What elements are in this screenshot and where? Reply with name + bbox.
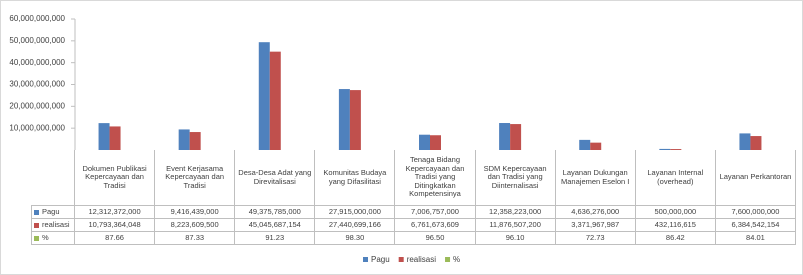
table-value: 8,223,609,500 (155, 219, 236, 232)
bar (590, 142, 602, 150)
legend-swatch (34, 209, 39, 215)
legend-swatch (363, 257, 368, 262)
y-tick-label: 60,000,000,000 (9, 14, 65, 23)
row-header-label: % (42, 232, 49, 242)
row-header-label: Pagu (42, 206, 60, 216)
table-value: 27,440,699,166 (315, 219, 396, 232)
category-label: Dokumen Publikasi Kepercayaan dan Tradis… (75, 150, 156, 206)
bar (579, 139, 591, 150)
legend-label: Pagu (371, 255, 390, 264)
row-header: % (31, 232, 75, 245)
bar (178, 129, 190, 150)
bar (510, 124, 522, 150)
y-tick-label: 30,000,000,000 (9, 80, 65, 89)
y-tick-label: 10,000,000,000 (9, 123, 65, 132)
table-value: 7,600,000,000 (715, 206, 796, 219)
table-value: 500,000,000 (635, 206, 716, 219)
table-value: 87.66 (75, 232, 156, 245)
row-header: realisasi (31, 219, 75, 232)
bar (269, 51, 281, 150)
legend-label: realisasi (407, 255, 437, 264)
bar (258, 42, 270, 151)
legend-swatch (445, 257, 451, 262)
category-label: Layanan Perkantoran (715, 150, 796, 206)
y-tick-label: 50,000,000,000 (9, 36, 65, 45)
table-value: 11,876,507,200 (475, 219, 556, 232)
legend-swatch (34, 235, 39, 241)
bar (189, 132, 201, 150)
table-value: 84.01 (715, 232, 796, 245)
table-value: 10,793,364,048 (75, 219, 156, 232)
table-value: 6,761,673,609 (395, 219, 476, 232)
table-value: 87.33 (155, 232, 236, 245)
legend-label: % (453, 255, 460, 264)
table-value: 49,375,785,000 (235, 206, 316, 219)
table-value: 7,006,757,000 (395, 206, 476, 219)
category-label: SDM Kepercayaan dan Tradisi yang Diinter… (475, 150, 556, 206)
category-label: Layanan Internal (overhead) (635, 150, 716, 206)
category-label: Event Kerjasama Kepercayaan dan Tradisi (155, 150, 236, 206)
table-value: 27,915,000,000 (315, 206, 396, 219)
table-value: 3,371,967,987 (555, 219, 636, 232)
bar (750, 136, 762, 150)
table-value: 9,416,439,000 (155, 206, 236, 219)
bar (670, 149, 682, 150)
category-label: Komunitas Budaya yang Difasilitasi (315, 150, 396, 206)
y-tick-label: 20,000,000,000 (9, 101, 65, 110)
category-label: Tenaga Bidang Kepercayaan dan Tradisi ya… (395, 150, 476, 206)
category-label: Desa-Desa Adat yang Direvitalisasi (235, 150, 316, 206)
table-value: 91.23 (235, 232, 316, 245)
table-value: 86.42 (635, 232, 716, 245)
bar (430, 135, 441, 150)
table-value: 98.30 (315, 232, 396, 245)
bar (338, 89, 350, 150)
table-value: 12,358,223,000 (475, 206, 556, 219)
bar (659, 148, 671, 150)
table-value: 72.73 (555, 232, 636, 245)
row-header-label: realisasi (42, 219, 70, 229)
table-value: 432,116,615 (635, 219, 716, 232)
bar (349, 90, 361, 150)
table-value: 45,045,687,154 (235, 219, 316, 232)
category-label: Layanan Dukungan Manajemen Eselon I (555, 150, 636, 206)
bar (419, 134, 430, 150)
legend-swatch (398, 257, 404, 262)
table-corner (31, 150, 75, 206)
legend-swatch (34, 222, 39, 228)
table-value: 12,312,372,000 (75, 206, 156, 219)
row-header: Pagu (31, 206, 75, 219)
y-tick-label: 40,000,000,000 (9, 58, 65, 67)
table-value: 4,636,276,000 (555, 206, 636, 219)
table-value: 96.50 (395, 232, 476, 245)
bar (499, 123, 511, 150)
bar (109, 126, 121, 150)
table-value: 96.10 (475, 232, 556, 245)
bar (739, 133, 751, 150)
bar (98, 123, 110, 150)
table-value: 6,384,542,154 (715, 219, 796, 232)
